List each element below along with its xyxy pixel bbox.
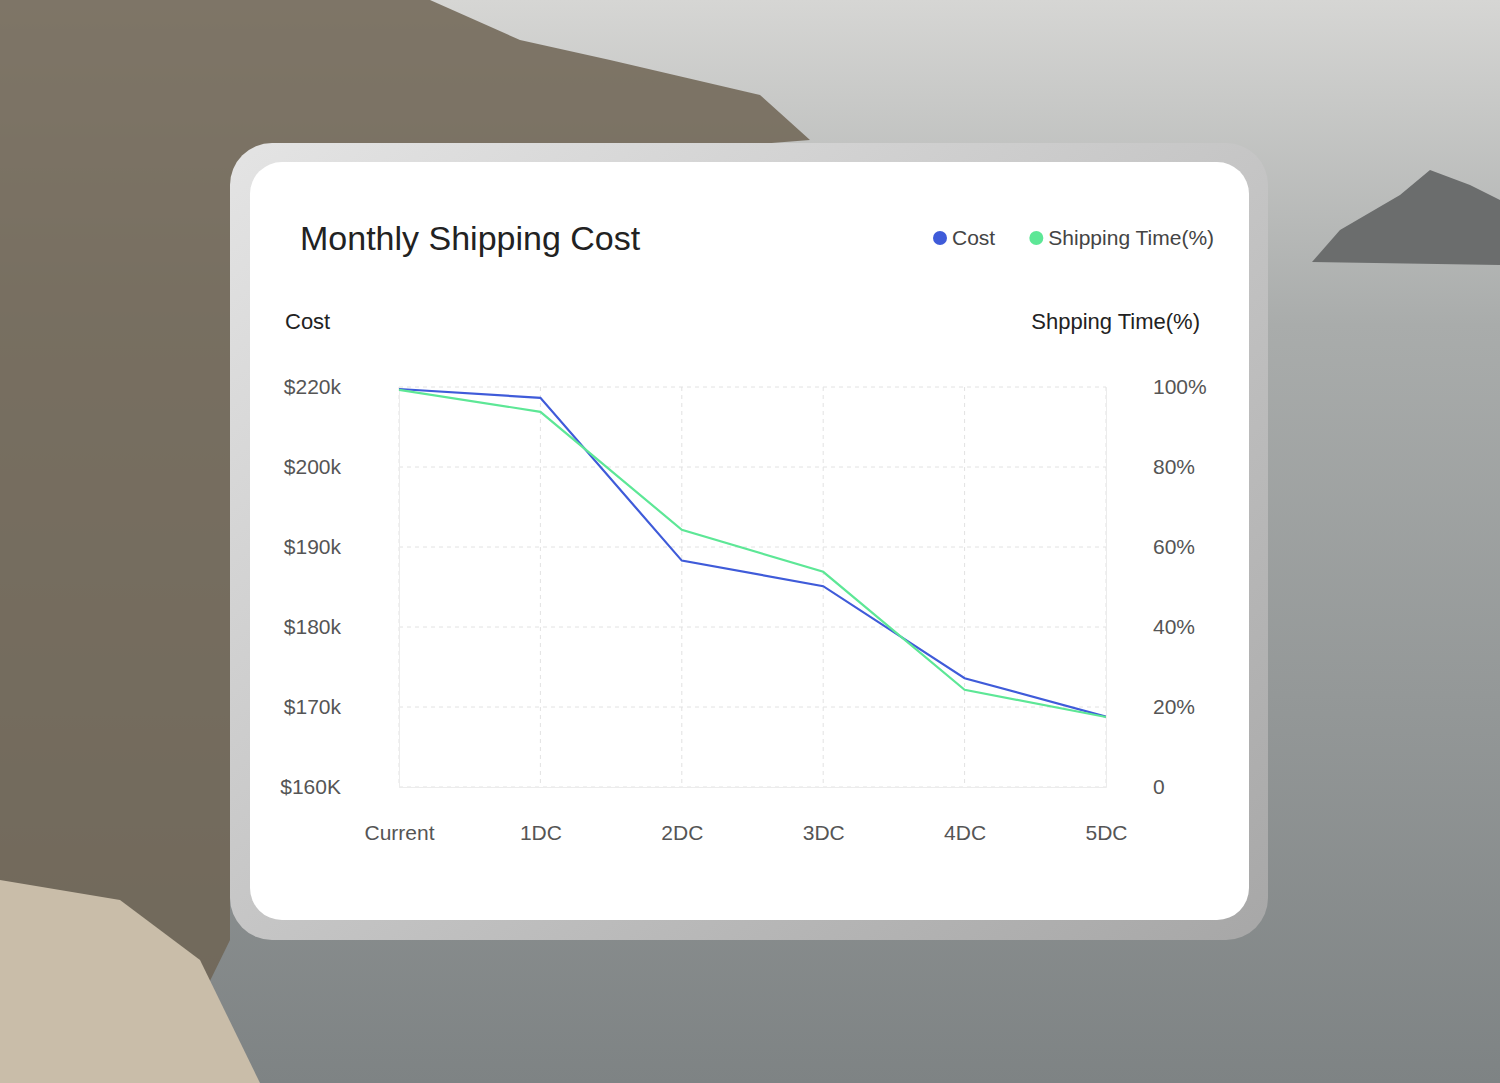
tick: $190k <box>284 535 399 558</box>
x-axis: Current 1DC 2DC 3DC 4DC 5DC <box>364 787 1127 844</box>
grid-line <box>399 627 1106 628</box>
y2-axis: 0 20% 40% 60% 80% 100% <box>1106 375 1207 798</box>
tick: 80% <box>1106 455 1195 478</box>
series-line <box>399 389 1106 717</box>
tick: 1DC <box>520 787 562 844</box>
title: Monthly Shipping Cost <box>300 219 641 257</box>
tick-label: $170k <box>284 695 342 718</box>
grid-line <box>964 387 965 787</box>
tick: $220k <box>284 375 399 398</box>
canvas: Monthly Shipping Cost $160K $170k $180k $190… <box>0 0 1500 1083</box>
tick: Current <box>364 787 434 844</box>
grid-line <box>399 467 1106 468</box>
y-axis-title: Cost <box>285 309 330 334</box>
tick-label: 5DC <box>1085 821 1127 844</box>
tick-label: 100% <box>1153 375 1207 398</box>
card-frame <box>230 143 1268 940</box>
tick-label: 60% <box>1153 535 1195 558</box>
tick: 60% <box>1106 535 1195 558</box>
grid-line <box>399 387 400 787</box>
grid-line <box>1106 387 1107 787</box>
grid-line <box>681 387 682 787</box>
grid <box>399 387 1106 787</box>
grid-line <box>399 547 1106 548</box>
tick-label: 20% <box>1153 695 1195 718</box>
y-axis: $160K $170k $180k $190k $200k $220k <box>280 375 399 798</box>
tick-label: 3DC <box>803 821 845 844</box>
grid-line <box>399 787 1106 788</box>
grid-line <box>399 387 1106 388</box>
plot-area <box>399 389 1106 717</box>
rock <box>1312 170 1500 265</box>
axis-line <box>400 787 1107 788</box>
tick: $170k <box>284 695 399 718</box>
legend-swatch <box>933 231 947 245</box>
tick: 3DC <box>803 787 845 844</box>
tick-label: 1DC <box>520 821 562 844</box>
tick: $160K <box>280 775 399 798</box>
tick-label: $220k <box>284 375 342 398</box>
legend-label: Cost <box>952 226 995 249</box>
tick-label: 40% <box>1153 615 1195 638</box>
legend-label: Shipping Time(%) <box>1048 226 1214 249</box>
legend-item: Shipping Time(%) <box>1029 226 1214 249</box>
tick: $200k <box>284 455 399 478</box>
tick: 5DC <box>1085 787 1127 844</box>
y2-axis-title: Shpping Time(%) <box>1031 309 1200 334</box>
tick: $180k <box>284 615 399 638</box>
tick-label: $160K <box>280 775 341 798</box>
tick-label: 0 <box>1153 775 1165 798</box>
axis-line <box>1106 388 1107 788</box>
grid-line <box>540 387 541 787</box>
grid-line <box>399 707 1106 708</box>
tick: 40% <box>1106 615 1195 638</box>
card <box>250 162 1249 920</box>
tick-label: 4DC <box>944 821 986 844</box>
tick-label: $180k <box>284 615 342 638</box>
legend-item: Cost <box>933 226 995 249</box>
tick: 20% <box>1106 695 1195 718</box>
tick-label: 80% <box>1153 455 1195 478</box>
background <box>0 0 1500 1083</box>
legend: Cost Shipping Time(%) <box>933 226 1214 249</box>
tick: 2DC <box>661 787 703 844</box>
tick: 100% <box>1106 375 1207 398</box>
tick-label: $190k <box>284 535 342 558</box>
tick: 4DC <box>944 787 986 844</box>
tick: 0 <box>1106 775 1165 798</box>
axis-line <box>399 388 400 788</box>
tick-label: $200k <box>284 455 342 478</box>
series-line <box>399 390 1106 717</box>
beach <box>0 880 260 1083</box>
tick-label: 2DC <box>661 821 703 844</box>
legend-swatch <box>1029 231 1043 245</box>
tick-label: Current <box>364 821 434 844</box>
